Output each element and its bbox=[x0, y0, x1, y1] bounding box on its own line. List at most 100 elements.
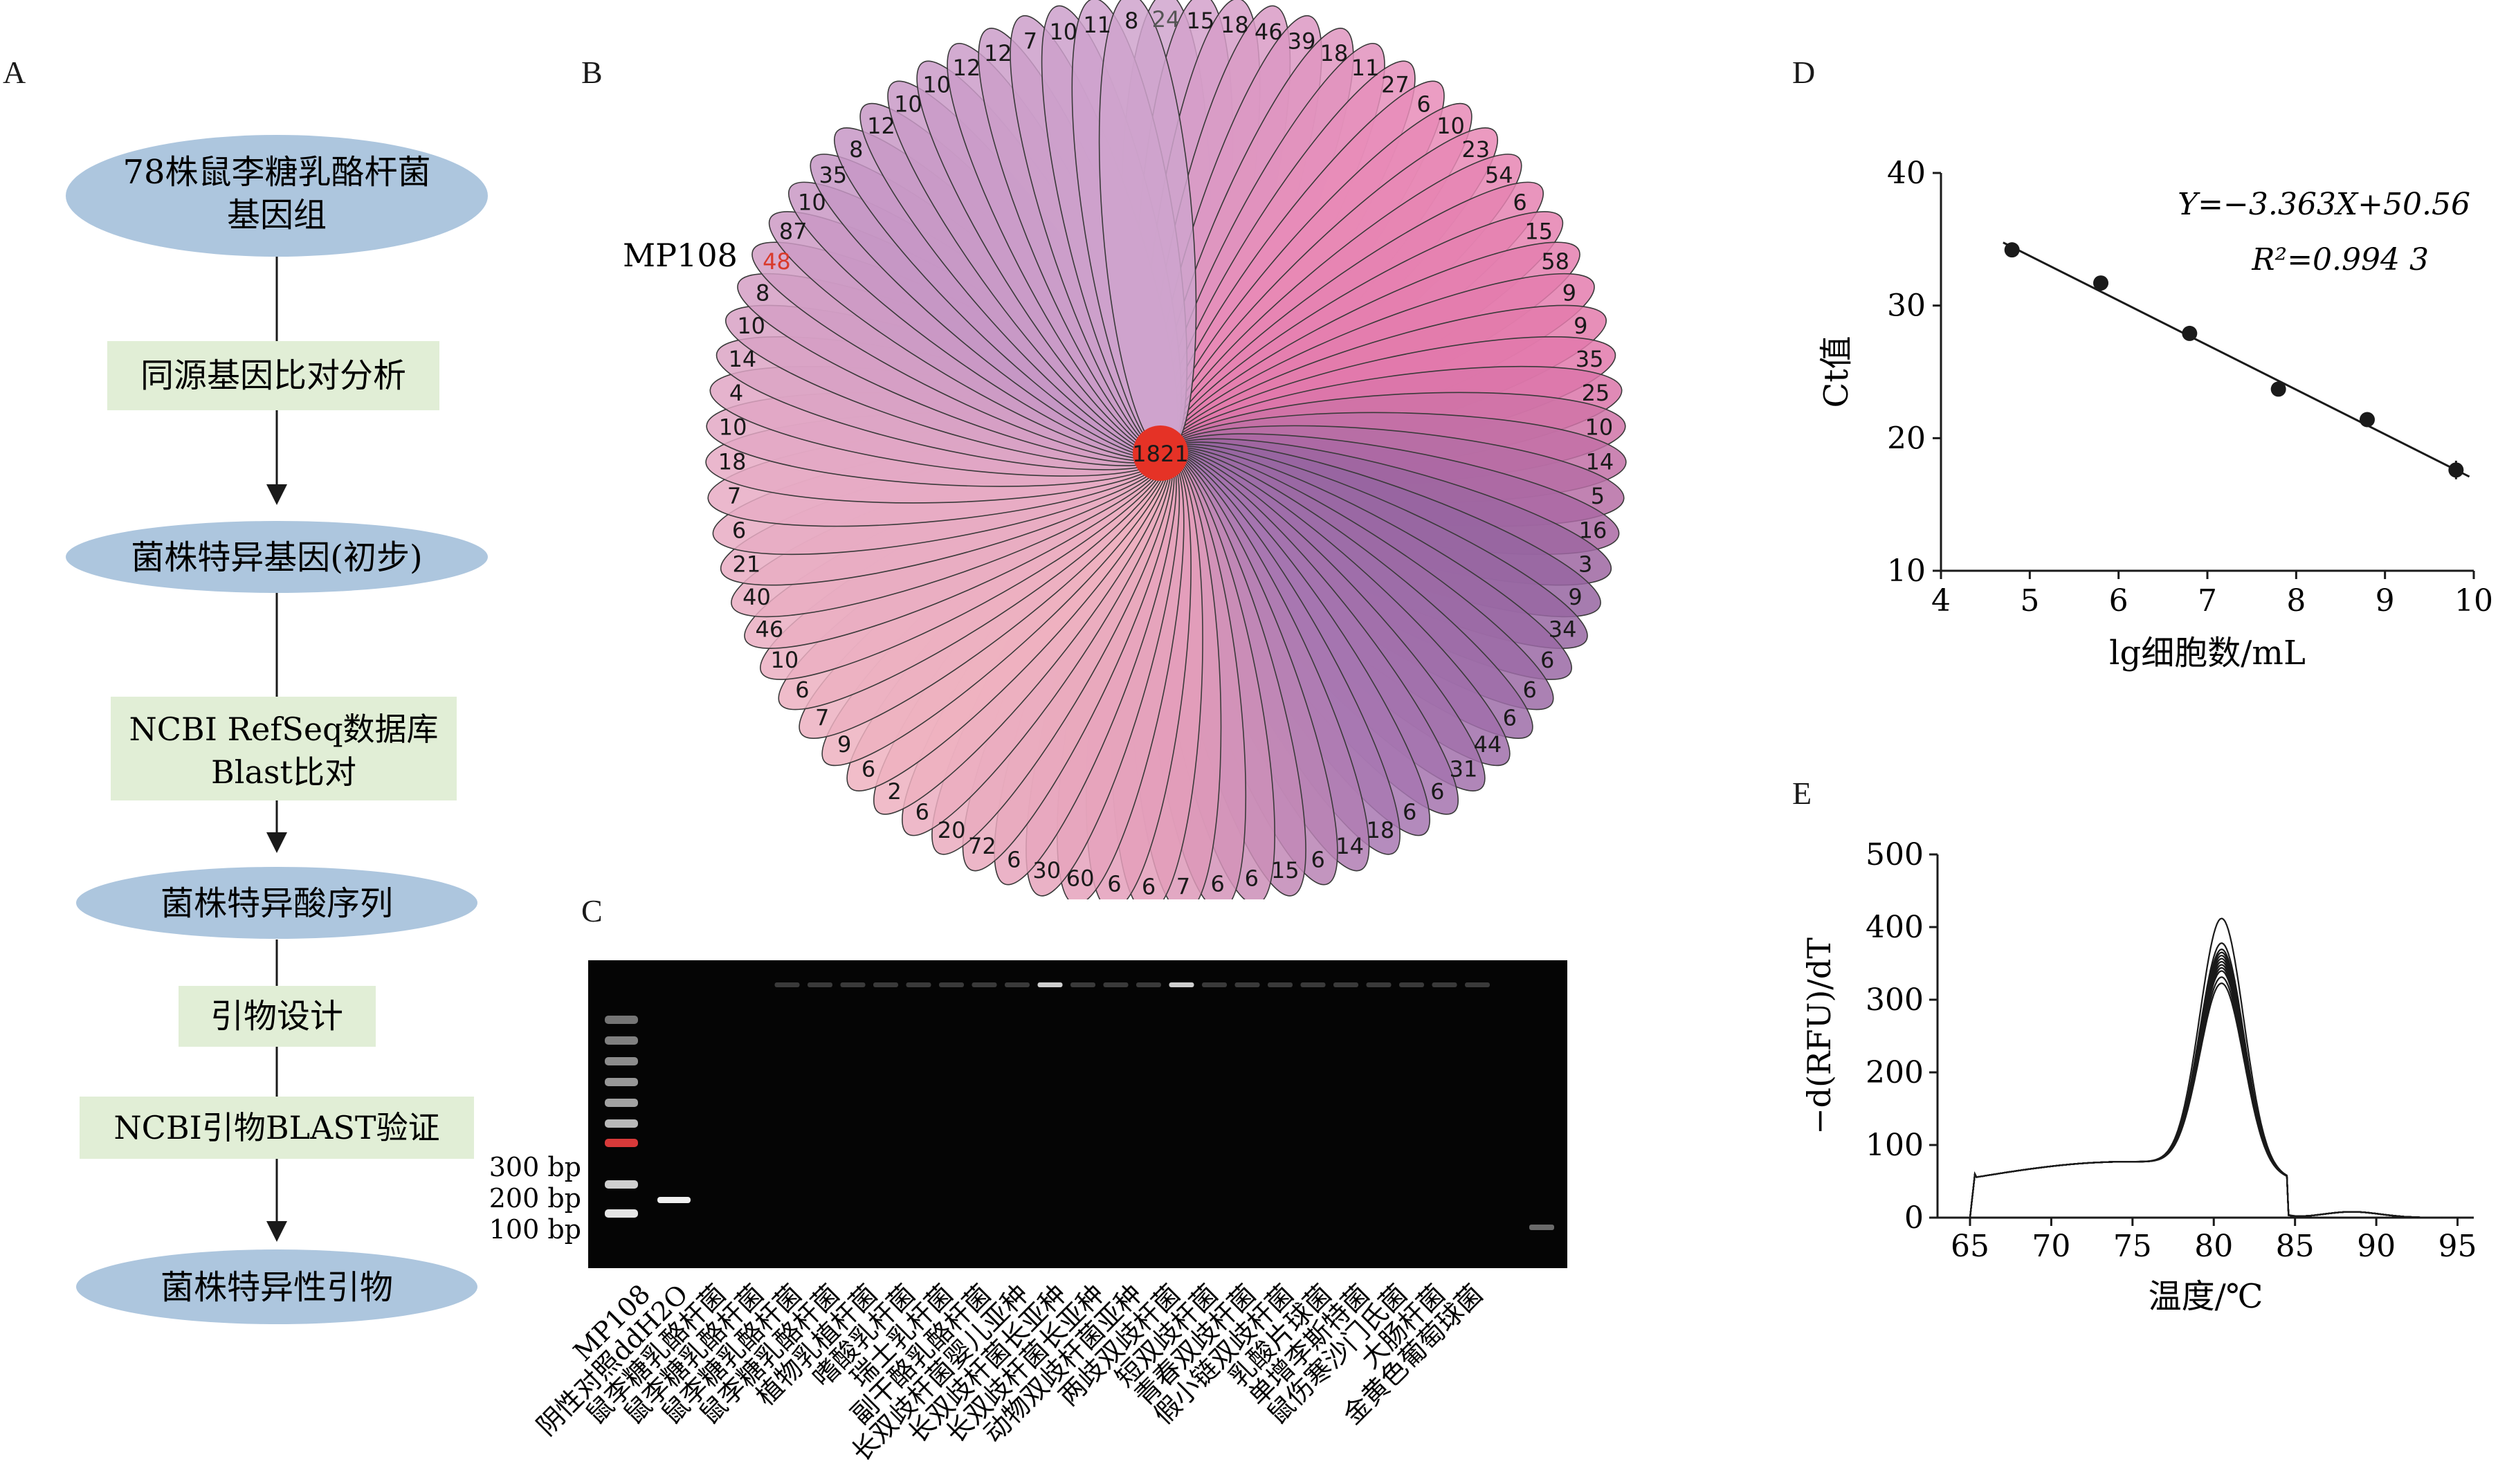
venn-petal-value: 7 bbox=[815, 705, 829, 731]
gel-ladder-band bbox=[605, 1180, 638, 1189]
gel-well-band bbox=[873, 982, 898, 987]
gel-well-band bbox=[1333, 982, 1358, 987]
venn-petal-value: 16 bbox=[1579, 517, 1607, 544]
y-tick-label: 20 bbox=[1887, 421, 1926, 456]
melt-curve-chart: 65 70 75 80 85 90 95 0 100 200 300 400 500 温度/℃ −d(RFU… bbox=[1800, 837, 2477, 1316]
venn-petal-value: 10 bbox=[798, 190, 826, 216]
flow-node-genome-line2: 基因组 bbox=[227, 196, 327, 235]
flow-step-primer-design-label: 引物设计 bbox=[210, 997, 343, 1036]
gel-well-band bbox=[808, 982, 832, 987]
venn-petal-value: 6 bbox=[1430, 778, 1444, 805]
venn-petal-value: 12 bbox=[984, 40, 1012, 66]
x-tick-label: 8 bbox=[2286, 583, 2306, 619]
venn-petal-value: 10 bbox=[1437, 113, 1465, 139]
venn-petals bbox=[705, 0, 1627, 899]
venn-petal-value: 9 bbox=[837, 731, 851, 758]
data-point bbox=[2182, 325, 2198, 341]
venn-petal-value: 24 bbox=[1152, 6, 1180, 33]
y-tick-label: 200 bbox=[1866, 1055, 1924, 1090]
venn-petal-value: 6 bbox=[1142, 874, 1156, 899]
standard-curve-chart: 4 5 6 7 8 9 10 10 20 30 40 Y=−3.363X+50.56 R²=0.994 … bbox=[1817, 156, 2493, 672]
gel-well-band bbox=[906, 982, 931, 987]
venn-petal-value: 6 bbox=[732, 517, 746, 544]
flow-node-genome bbox=[66, 135, 488, 257]
venn-petal-value: 6 bbox=[795, 677, 809, 703]
gel-ladder-band bbox=[605, 1209, 638, 1218]
venn-petal-value: 10 bbox=[1049, 19, 1077, 45]
gel-ladder-label: 300 bp bbox=[489, 1152, 581, 1182]
venn-petal-value: 58 bbox=[1541, 248, 1569, 275]
flow-node-prelim-label: 菌株特异基因(初步) bbox=[131, 538, 422, 577]
venn-petal-value: 6 bbox=[861, 755, 875, 782]
melt-curve bbox=[1969, 958, 2458, 1219]
venn-petal-value: 40 bbox=[742, 584, 771, 610]
data-point bbox=[2360, 412, 2375, 428]
venn-petal-value: 27 bbox=[1381, 72, 1410, 98]
x-tick-label: 70 bbox=[2032, 1229, 2070, 1264]
flow-step-homology bbox=[107, 341, 439, 410]
venn-petal-value: 6 bbox=[1107, 871, 1121, 897]
venn-petal-value: 6 bbox=[1416, 91, 1430, 118]
x-tick-label: 90 bbox=[2357, 1229, 2396, 1264]
flow-step-blast bbox=[111, 697, 457, 800]
venn-petal-value: 15 bbox=[1186, 8, 1214, 34]
melt-curve bbox=[1969, 982, 2458, 1219]
venn-petal-value: 11 bbox=[1083, 12, 1111, 38]
venn-petal-value: 5 bbox=[1591, 483, 1605, 509]
venn-petal-value: 9 bbox=[1574, 313, 1587, 339]
x-tick-label: 5 bbox=[2020, 583, 2039, 619]
melt-curve bbox=[1969, 970, 2458, 1219]
panel-label-e: E bbox=[1792, 776, 1812, 811]
x-tick-label: 85 bbox=[2276, 1229, 2315, 1264]
venn-petal-value: 46 bbox=[1255, 19, 1283, 45]
venn-petal-value: 60 bbox=[1066, 865, 1095, 892]
venn-petal-value: 35 bbox=[1576, 346, 1604, 372]
fit-line bbox=[2003, 241, 2470, 478]
venn-petal-value: 6 bbox=[1540, 647, 1554, 673]
venn-petal-value: 6 bbox=[1245, 865, 1259, 892]
venn-label-mp108: MP108 bbox=[623, 237, 738, 274]
x-tick-label: 80 bbox=[2194, 1229, 2233, 1264]
venn-petal-value: 10 bbox=[719, 414, 747, 441]
flow-node-sequence-label: 菌株特异酸序列 bbox=[161, 884, 393, 923]
x-tick-label: 4 bbox=[1931, 583, 1951, 619]
gel-well-band bbox=[1103, 982, 1129, 987]
gel-well-band bbox=[1136, 982, 1161, 987]
venn-petal-value: 6 bbox=[1522, 677, 1536, 703]
flow-step-primer-blast bbox=[80, 1097, 474, 1159]
gel-well-band bbox=[972, 982, 997, 987]
flow-step-primer-design bbox=[179, 986, 376, 1047]
venn-petal-value: 7 bbox=[1023, 28, 1037, 54]
venn-core-value: 1821 bbox=[1132, 441, 1188, 467]
flow-node-sequence bbox=[76, 867, 477, 939]
venn-petal-value: 44 bbox=[1473, 731, 1502, 758]
panel-label-a: A bbox=[3, 55, 26, 90]
gel-ladder-band bbox=[605, 1057, 638, 1065]
venn-petal-value: 12 bbox=[867, 113, 895, 139]
venn-petal-value: 18 bbox=[1320, 40, 1348, 66]
venn-petal-value: 23 bbox=[1461, 136, 1490, 163]
venn-petal-value: 87 bbox=[779, 218, 808, 244]
data-point bbox=[2004, 242, 2020, 258]
x-axis-title: lg细胞数/mL bbox=[2109, 634, 2306, 672]
x-tick-label: 6 bbox=[2109, 583, 2128, 619]
gel-faint-band bbox=[1529, 1225, 1554, 1230]
melt-curve bbox=[1969, 951, 2458, 1219]
gel-well-band bbox=[1465, 982, 1490, 987]
venn-petal-value: 12 bbox=[953, 55, 981, 81]
gel-well-band bbox=[939, 982, 964, 987]
venn-petal-value: 46 bbox=[756, 616, 784, 642]
gel-background bbox=[588, 960, 1567, 1268]
gel-well-band bbox=[1202, 982, 1227, 987]
venn-petal-value: 15 bbox=[1524, 218, 1553, 244]
gel-ladder-band bbox=[605, 1099, 638, 1107]
venn-petal-value: 8 bbox=[756, 280, 769, 306]
flow-node-final bbox=[76, 1249, 477, 1324]
flow-node-prelim bbox=[66, 521, 488, 593]
gel-well-band bbox=[1234, 982, 1260, 987]
y-tick-label: 300 bbox=[1866, 982, 1924, 1018]
venn-petal-value: 14 bbox=[1335, 833, 1364, 859]
x-tick-label: 65 bbox=[1951, 1229, 1989, 1264]
venn-petal-value: 7 bbox=[727, 483, 741, 509]
venn-petal-value: 14 bbox=[1586, 448, 1614, 475]
